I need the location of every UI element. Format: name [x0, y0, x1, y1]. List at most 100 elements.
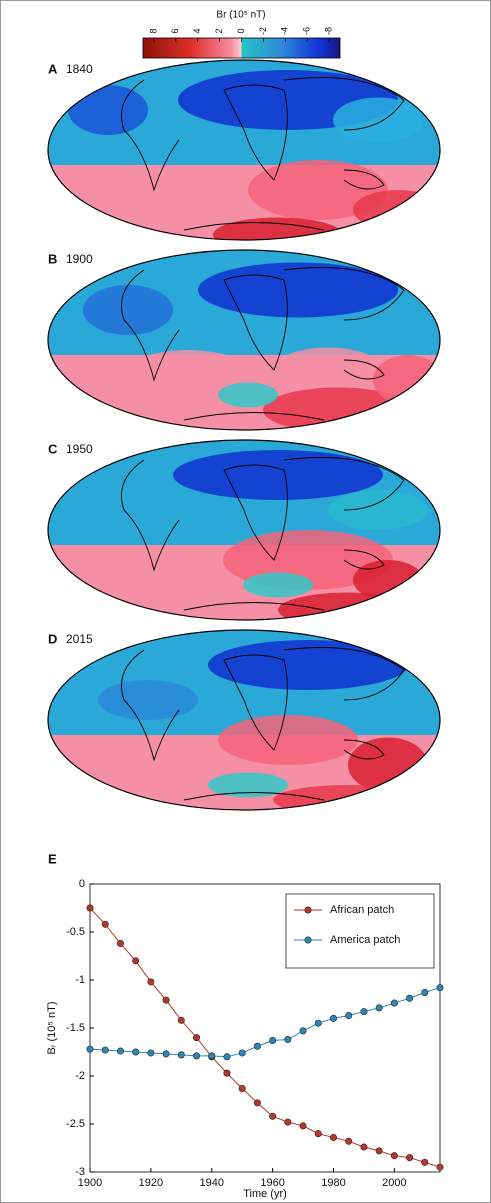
- data-point: [162, 996, 170, 1004]
- field-patch: [98, 740, 178, 780]
- coastline: [121, 647, 405, 801]
- field-patch: [273, 785, 423, 810]
- field-patch: [208, 640, 408, 690]
- data-point: [253, 1042, 261, 1050]
- field-patch: [173, 450, 383, 500]
- map-outline: [47, 59, 441, 241]
- y-tick-label: -2.5: [66, 1118, 85, 1130]
- field-patch: [218, 382, 278, 408]
- data-point: [299, 1122, 307, 1130]
- data-point: [284, 1036, 292, 1044]
- x-tick-label: 1940: [199, 1177, 223, 1189]
- data-point: [253, 1099, 261, 1107]
- panel-year: 2015: [66, 632, 93, 646]
- x-tick-label: 1960: [260, 1177, 284, 1189]
- field-patch: [68, 85, 148, 135]
- data-point: [329, 1014, 337, 1022]
- data-point: [147, 978, 155, 986]
- data-point: [269, 1112, 277, 1120]
- field-patch: [218, 715, 358, 765]
- panel-year: 1840: [66, 62, 93, 76]
- data-point: [360, 1143, 368, 1151]
- data-point: [116, 940, 124, 948]
- map: [48, 60, 440, 240]
- field-patch: [198, 262, 398, 318]
- data-point: [329, 1133, 337, 1141]
- series-line: [89, 987, 441, 1058]
- colorbar-tick-label: 0: [236, 28, 246, 33]
- panel-letter: A: [48, 61, 58, 76]
- data-point: [284, 1118, 292, 1126]
- data-point: [406, 994, 414, 1002]
- data-point: [345, 1012, 353, 1020]
- data-point: [177, 1016, 185, 1024]
- data-point: [269, 1036, 277, 1044]
- colorbar-tick-label: 4: [192, 28, 202, 33]
- colorbar-tick-label: 8: [148, 28, 158, 33]
- field-patch: [353, 190, 440, 230]
- x-tick-label: 1980: [321, 1177, 345, 1189]
- data-point: [101, 1046, 109, 1054]
- legend-box: [285, 893, 435, 969]
- x-tick-label: 1920: [139, 1177, 163, 1189]
- data-point: [101, 920, 109, 928]
- y-axis-label: Bᵣ (10⁵ nT): [46, 1001, 58, 1054]
- data-point: [132, 1048, 140, 1056]
- data-point: [86, 1045, 94, 1053]
- data-point: [86, 904, 94, 912]
- panel-year: 1900: [66, 252, 93, 266]
- data-point: [238, 1084, 246, 1092]
- coastline: [121, 457, 405, 611]
- y-tick-label: -3: [75, 1166, 85, 1178]
- data-point: [314, 1130, 322, 1138]
- colorbar-tick-label: 6: [170, 28, 180, 33]
- colorbar-tick-label: -6: [302, 27, 312, 35]
- data-point: [390, 999, 398, 1007]
- data-point: [193, 1052, 201, 1060]
- field-patch: [328, 490, 428, 530]
- y-tick-label: -0.5: [66, 926, 85, 938]
- map-outline: [47, 439, 441, 621]
- data-point: [193, 1034, 201, 1042]
- data-point: [299, 1027, 307, 1035]
- data-point: [345, 1137, 353, 1145]
- data-point: [132, 957, 140, 965]
- y-tick-label: 0: [79, 878, 85, 890]
- panel-letter: E: [48, 851, 57, 866]
- y-tick-label: -2: [75, 1070, 85, 1082]
- data-point: [436, 984, 444, 992]
- map: [48, 250, 440, 430]
- data-point: [147, 1049, 155, 1057]
- data-point: [390, 1152, 398, 1160]
- map: [48, 630, 440, 810]
- data-point: [223, 1053, 231, 1061]
- data-point: [162, 1050, 170, 1058]
- legend-marker: [304, 906, 312, 914]
- y-tick-label: -1.5: [66, 1022, 85, 1034]
- field-patch: [98, 680, 198, 720]
- map: [48, 440, 440, 620]
- panel-letter: D: [48, 631, 57, 646]
- data-point: [421, 1158, 429, 1166]
- data-point: [406, 1154, 414, 1162]
- x-tick-label: 2000: [382, 1177, 406, 1189]
- field-patch: [243, 572, 313, 598]
- data-point: [208, 1052, 216, 1060]
- colorbar-tick-label: -2: [258, 27, 268, 35]
- field-patch: [278, 592, 418, 620]
- field-patch: [353, 560, 423, 600]
- coastline: [121, 267, 405, 421]
- panel-letter: B: [48, 251, 57, 266]
- data-point: [238, 1049, 246, 1057]
- field-patch: [348, 737, 428, 793]
- data-point: [314, 1019, 322, 1027]
- field-patch: [273, 347, 383, 393]
- field-patch: [248, 160, 388, 220]
- legend-marker: [304, 936, 312, 944]
- panel-letter: C: [48, 441, 58, 456]
- field-patch: [83, 285, 173, 335]
- data-point: [177, 1051, 185, 1059]
- field-patch: [118, 565, 218, 605]
